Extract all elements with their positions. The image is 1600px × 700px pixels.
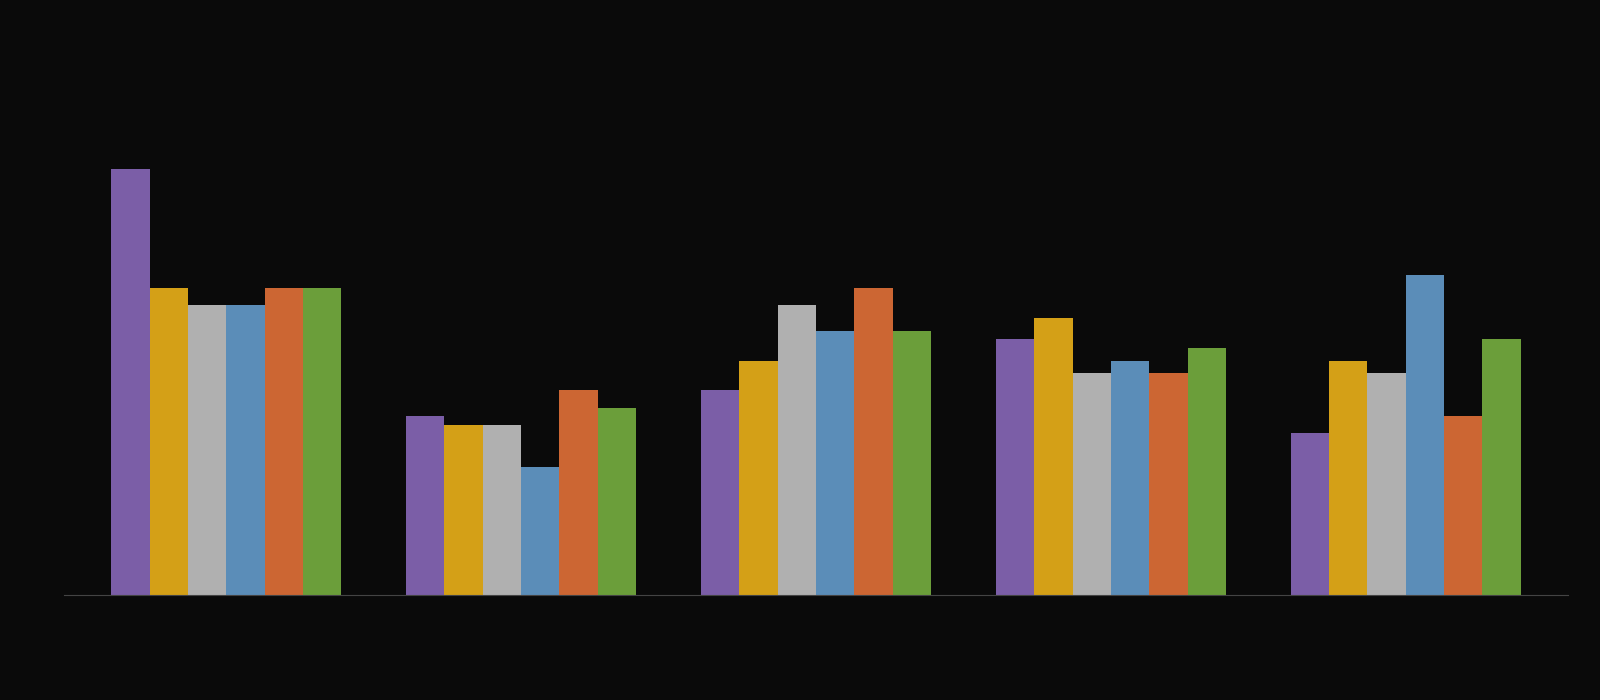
Bar <box>110 169 149 595</box>
Bar <box>1368 373 1406 595</box>
Bar <box>406 416 445 595</box>
Bar <box>778 305 816 595</box>
Bar <box>995 340 1034 595</box>
Bar <box>187 305 226 595</box>
Bar <box>483 425 522 595</box>
Bar <box>264 288 302 595</box>
Bar <box>560 391 598 595</box>
Bar <box>302 288 341 595</box>
Bar <box>522 467 560 595</box>
Legend: Norte América, Asia-Pacífico, Europa, Oriente Medio y África, América Latina, To: Norte América, Asia-Pacífico, Europa, Or… <box>408 0 1224 6</box>
Bar <box>1330 360 1368 595</box>
Bar <box>1483 340 1522 595</box>
Bar <box>1406 275 1445 595</box>
Bar <box>739 360 778 595</box>
Bar <box>1034 318 1072 595</box>
Bar <box>1072 373 1110 595</box>
Bar <box>445 425 483 595</box>
Bar <box>854 288 893 595</box>
Bar <box>598 407 637 595</box>
Bar <box>149 288 187 595</box>
Bar <box>816 331 854 595</box>
Bar <box>226 305 264 595</box>
Bar <box>1187 348 1226 595</box>
Bar <box>893 331 931 595</box>
Bar <box>701 391 739 595</box>
Bar <box>1445 416 1483 595</box>
Bar <box>1110 360 1149 595</box>
Bar <box>1291 433 1330 595</box>
Bar <box>1149 373 1187 595</box>
